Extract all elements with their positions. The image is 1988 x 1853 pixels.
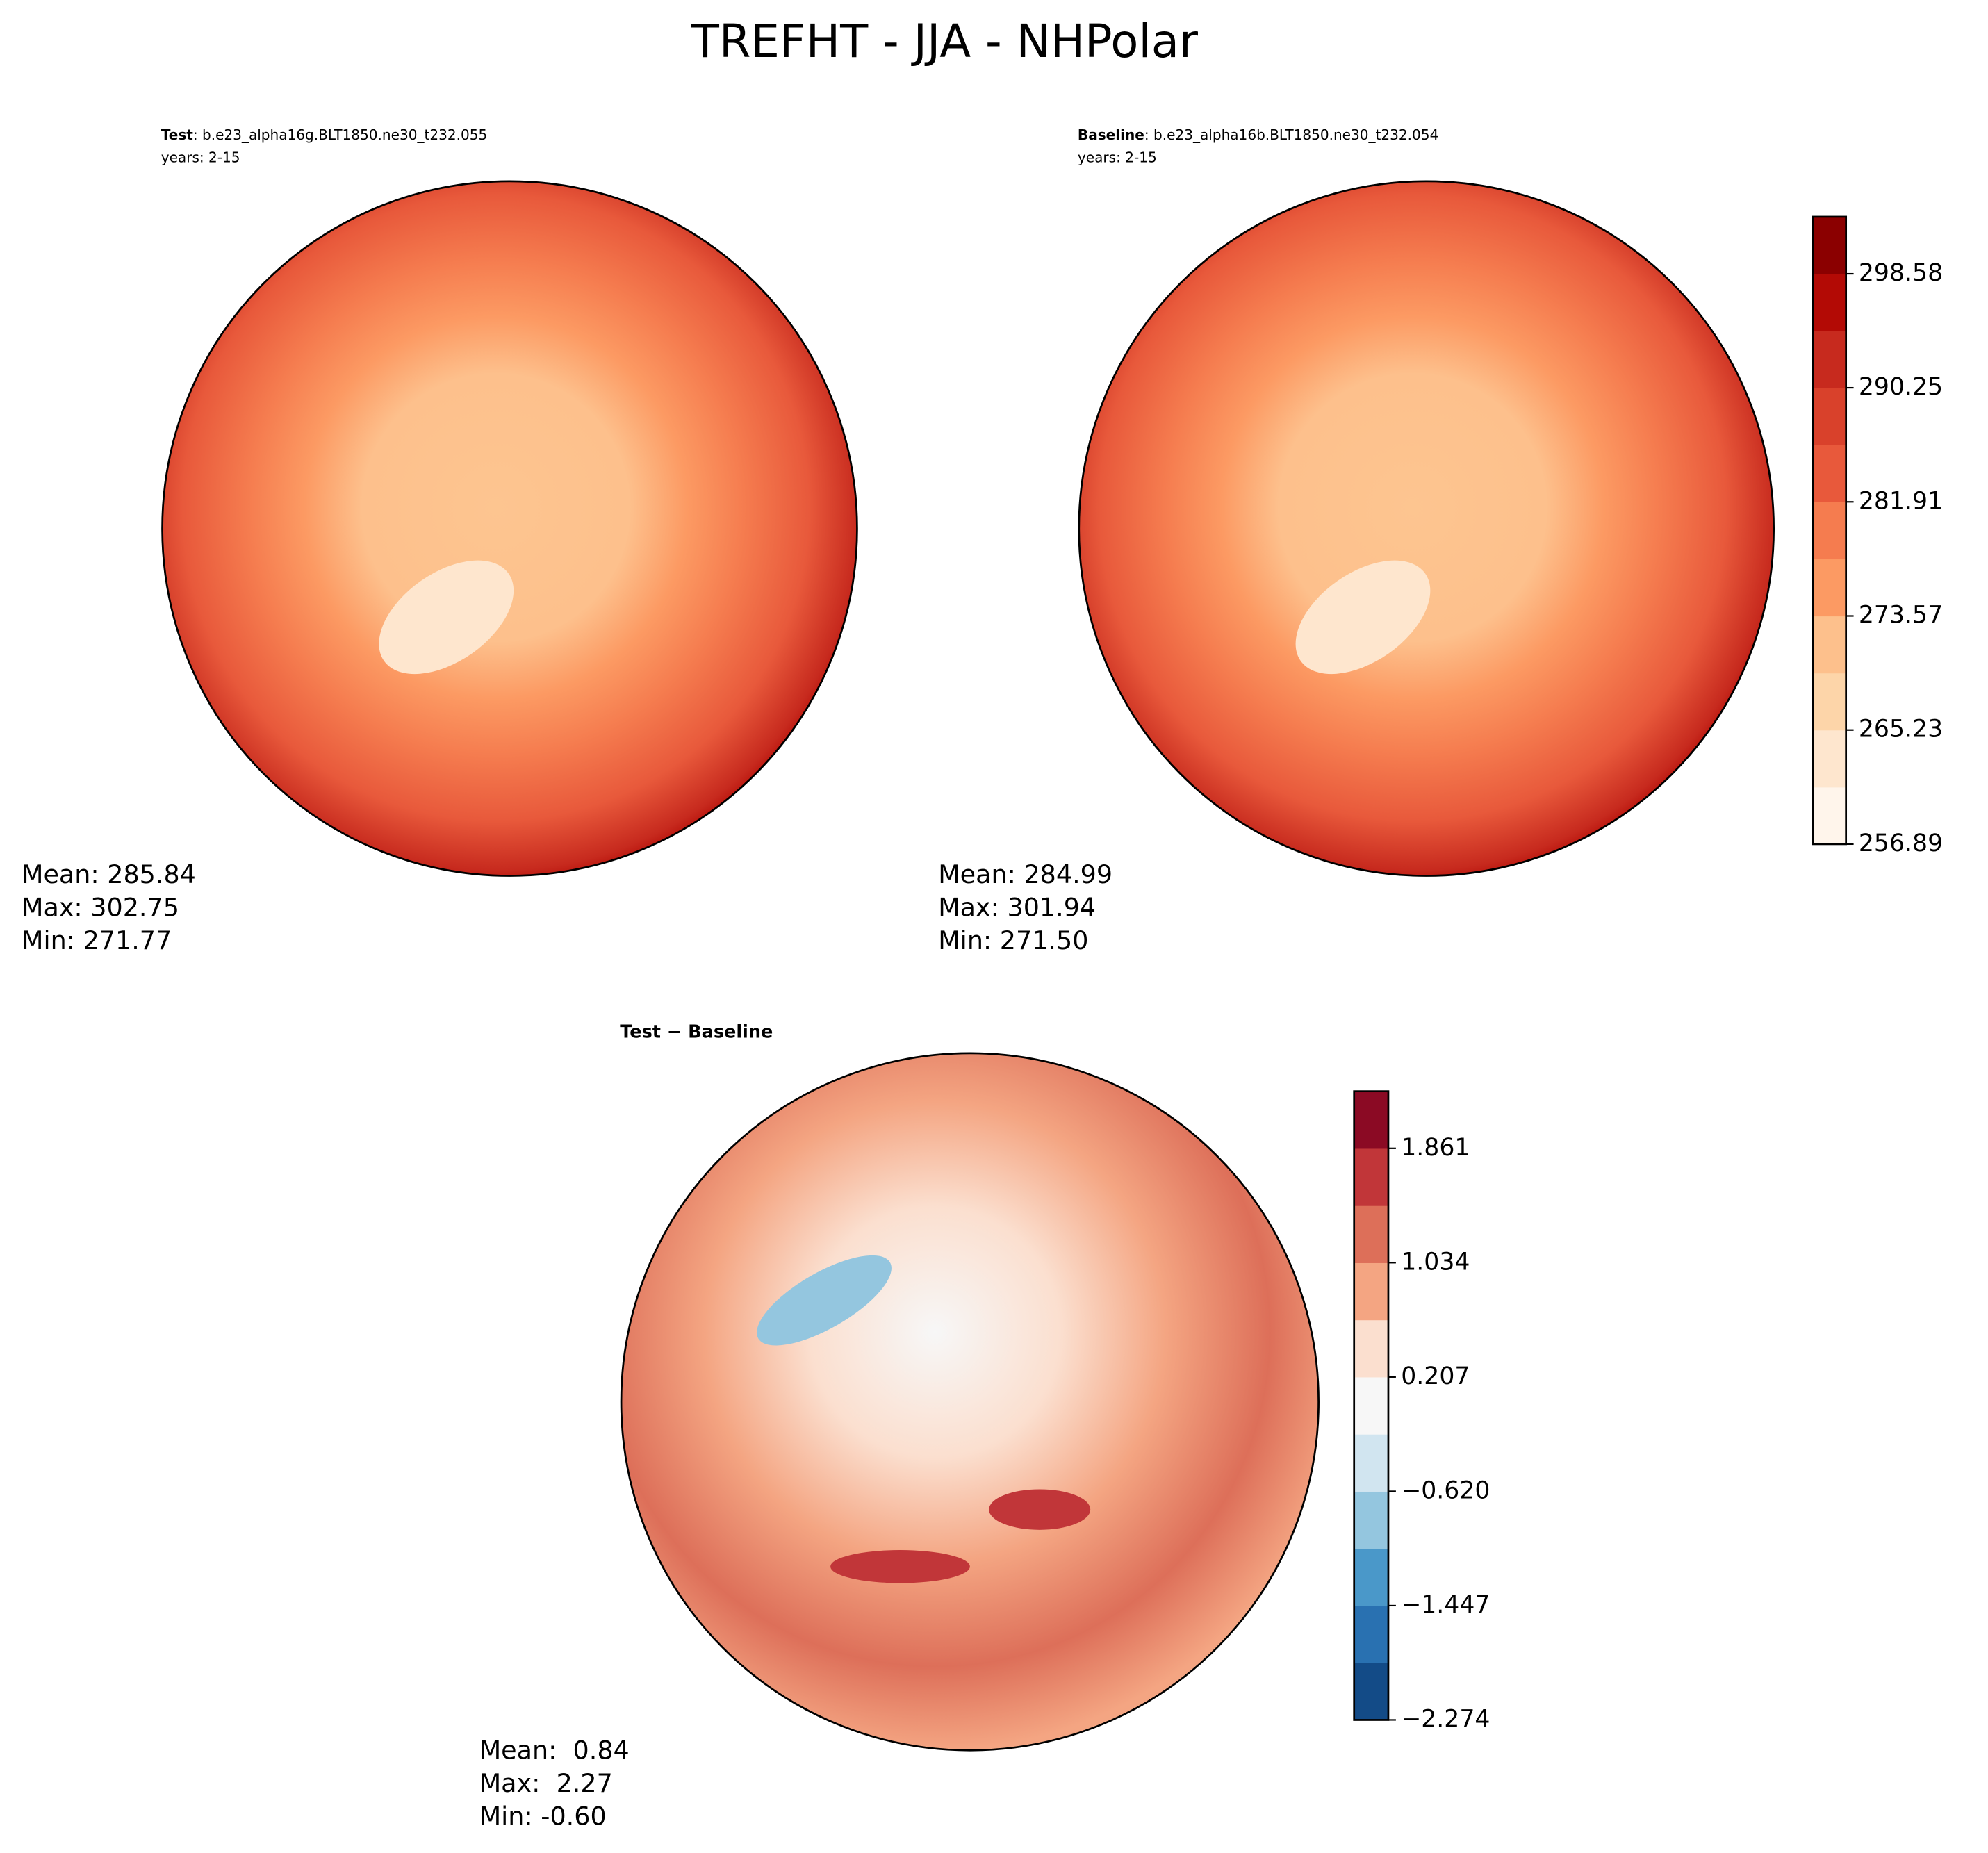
colorbar-band (1354, 1091, 1388, 1149)
colorbar-band (1813, 787, 1846, 845)
colorbar-band (1813, 274, 1846, 331)
colorbar-band (1354, 1262, 1388, 1321)
colorbar-tick-label: 273.57 (1859, 601, 1943, 629)
colorbar-band (1354, 1319, 1388, 1378)
stat: Min: -0.60 (479, 1801, 607, 1831)
panel-header: Test: b.e23_alpha16g.BLT1850.ne30_t232.0… (161, 126, 488, 143)
stat: Max: 301.94 (938, 892, 1096, 922)
colorbar-band (1813, 673, 1846, 731)
colorbar-band (1813, 445, 1846, 502)
greenland-region (379, 560, 514, 675)
map-boundary (1078, 180, 1775, 877)
stat: Max: 302.75 (22, 892, 179, 922)
colorbar-tick-label: 1.861 (1401, 1134, 1470, 1162)
greenland-region (1295, 560, 1431, 675)
stat: Mean: 0.84 (479, 1736, 630, 1765)
map-boundary (620, 1052, 1320, 1752)
colorbar-band (1354, 1548, 1388, 1606)
stat: Max: 2.27 (479, 1768, 613, 1798)
positive-region (830, 1550, 970, 1583)
colorbar-tick-label: 0.207 (1401, 1362, 1470, 1390)
colorbar-band (1813, 616, 1846, 674)
figure-title: TREFHT - JJA - NHPolar (691, 15, 1198, 68)
stat: Min: 271.77 (22, 925, 172, 955)
colorbar-tick-label: 290.25 (1859, 373, 1943, 401)
colorbar-band (1354, 1205, 1388, 1263)
case-name: : b.e23_alpha16b.BLT1850.ne30_t232.054 (1144, 126, 1438, 143)
colorbar-band (1813, 388, 1846, 445)
colorbar-tick-label: −1.447 (1401, 1591, 1490, 1619)
colorbar-band (1813, 559, 1846, 617)
panel-label: Test (161, 126, 194, 143)
map-disk (621, 1053, 1319, 1751)
case-name: : b.e23_alpha16g.BLT1850.ne30_t232.055 (193, 126, 487, 143)
negative-region (757, 1255, 892, 1346)
colorbar-frame (1353, 1090, 1390, 1721)
colorbar-band (1354, 1605, 1388, 1663)
panel-label: Baseline (1078, 126, 1144, 143)
colorbar-band (1354, 1491, 1388, 1549)
colorbar-tick-label: 298.58 (1859, 259, 1943, 287)
years: years: 2-15 (1078, 149, 1157, 166)
map-disk (162, 181, 857, 876)
stat: Mean: 285.84 (22, 859, 196, 889)
panel-header: Baseline: b.e23_alpha16b.BLT1850.ne30_t2… (1078, 126, 1438, 143)
colorbar-tick-label: 1.034 (1401, 1248, 1470, 1276)
colorbar-band (1354, 1663, 1388, 1721)
stat: Mean: 284.99 (938, 859, 1112, 889)
colorbar-band (1813, 331, 1846, 388)
map-boundary (161, 180, 858, 877)
positive-region (989, 1489, 1091, 1530)
colorbar-tick-label: 265.23 (1859, 716, 1943, 743)
colorbar-frame (1812, 215, 1848, 846)
colorbar-tick-label: 256.89 (1859, 830, 1943, 857)
colorbar-tick-label: 281.91 (1859, 487, 1943, 515)
colorbar-band (1813, 216, 1846, 274)
colorbar-tick-label: −0.620 (1401, 1476, 1490, 1504)
map-disk (1078, 181, 1774, 876)
colorbar-band (1354, 1376, 1388, 1435)
stat: Min: 271.50 (938, 925, 1088, 955)
panel-header: Test − Baseline (620, 1022, 773, 1043)
colorbar-band (1354, 1148, 1388, 1206)
colorbar-band (1354, 1434, 1388, 1492)
panel-label: Test − Baseline (620, 1022, 773, 1043)
colorbar-band (1813, 730, 1846, 788)
colorbar-tick-label: −2.274 (1401, 1705, 1490, 1733)
years: years: 2-15 (161, 149, 240, 166)
colorbar-band (1813, 502, 1846, 560)
